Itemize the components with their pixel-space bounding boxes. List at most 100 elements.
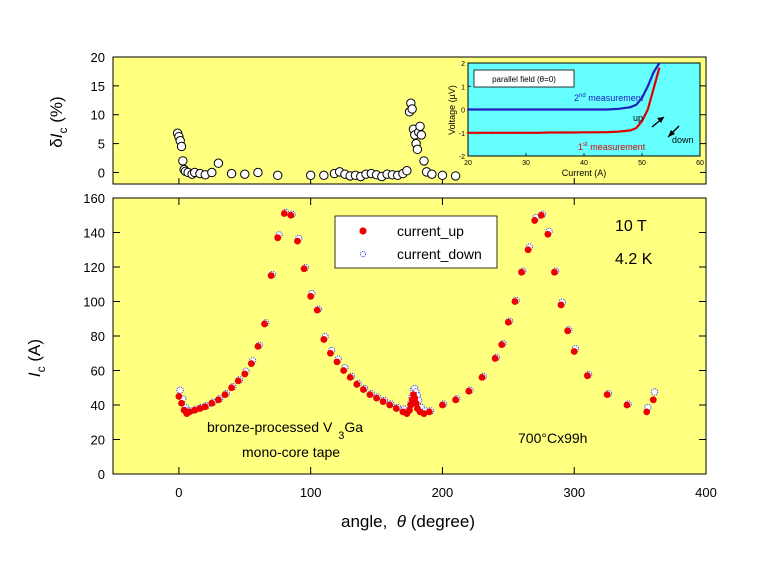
inset-series-point <box>513 131 516 134</box>
top-y-label-subscript: c <box>56 127 70 133</box>
top-y-axis-label: δIc (%) <box>47 96 70 147</box>
inset-series-point <box>559 108 562 111</box>
inset-y-tick-label: 1 <box>461 84 465 91</box>
current-down-point <box>176 386 184 394</box>
current-up-point <box>412 399 420 407</box>
top-data-point <box>240 169 250 179</box>
current-up-point <box>208 399 216 407</box>
inset-down-label: down <box>672 135 694 145</box>
inset-legend-text: parallel field (θ=0) <box>492 75 556 84</box>
y-label-subscript: c <box>34 366 48 372</box>
inset-x-axis-label: Current (A) <box>562 168 607 178</box>
inset-y-tick-label: -1 <box>459 131 465 138</box>
annotation-heat-treatment: 700°Cx99h <box>518 430 587 446</box>
current-up-point <box>333 358 341 366</box>
inset-y-tick-label: -2 <box>459 154 465 161</box>
current-up-point <box>300 265 308 273</box>
inset-ticks: 20 30 40 50 60 -2 -1 0 1 2 <box>459 61 704 167</box>
top-y-label-prefix: δ <box>47 138 66 147</box>
bottom-x-tick-label: 0 <box>175 485 182 500</box>
current-up-point <box>425 408 433 416</box>
annotation-sample-line1: bronze-processed V 3Ga <box>207 419 363 442</box>
top-y-label-symbol: I <box>47 133 66 138</box>
top-data-point <box>305 170 316 181</box>
top-data-point <box>416 130 427 140</box>
current-up-point <box>544 230 552 238</box>
inset-series-point <box>582 108 586 111</box>
inset-series-line <box>468 62 661 111</box>
top-data-point <box>437 170 448 181</box>
current-up-point <box>340 367 348 374</box>
top-data-point <box>412 144 423 155</box>
inset-series-point <box>513 108 516 111</box>
top-data-points <box>172 98 461 182</box>
current-up-point <box>531 217 539 224</box>
top-y-tick-label: 10 <box>91 108 105 123</box>
top-data-point <box>407 104 417 114</box>
current-up-point <box>392 405 400 412</box>
legend-items: current_up current_down <box>359 223 482 262</box>
current-up-point <box>511 298 519 305</box>
inset-series-point <box>606 108 609 111</box>
top-data-point <box>226 168 237 179</box>
inset-legend-box <box>473 69 575 88</box>
bottom-y-tick-label: 0 <box>98 467 105 482</box>
top-y-label-unit: (%) <box>47 96 66 127</box>
bottom-y-tick-label: 80 <box>91 329 105 344</box>
top-data-point <box>207 167 217 178</box>
current-up-point <box>186 408 193 416</box>
bottom-y-axis-label: Ic (A) <box>25 339 48 377</box>
bottom-panel: 0 100 200 300 400 0 20 40 60 80 100 120 140 160 curre… <box>25 191 717 531</box>
current-up-point <box>267 272 275 280</box>
current-up-point <box>373 394 380 402</box>
inset-first-sup: st <box>583 142 588 148</box>
current-up-point <box>280 210 288 217</box>
inset-y-tick-label: 2 <box>461 61 465 68</box>
annotation-sample-v: bronze-processed V <box>207 419 333 435</box>
current-up-point <box>261 320 268 328</box>
legend-current-down-marker <box>359 250 367 258</box>
annotation-temperature: 4.2 K <box>615 251 653 268</box>
inset-second-base: 2 <box>574 93 579 103</box>
annotation-sample-ga: Ga <box>344 419 363 435</box>
current-up-point <box>537 211 545 219</box>
current-up-point <box>504 318 512 326</box>
current-up-point <box>241 370 249 378</box>
current-up-point <box>557 301 565 309</box>
top-data-point <box>273 170 283 181</box>
current-up-point <box>178 399 185 407</box>
current-up-point <box>359 386 367 393</box>
x-label-symbol: θ <box>397 512 407 531</box>
top-y-tick-label: 15 <box>91 79 105 94</box>
x-label-prefix: angle, <box>341 512 397 531</box>
inset-x-tick-label: 30 <box>522 160 530 167</box>
inset-series-point <box>466 131 470 134</box>
inset-up-arrowhead <box>657 117 664 123</box>
bottom-x-axis-label: angle, θ (degree) <box>341 512 475 531</box>
top-data-point <box>402 166 412 176</box>
bottom-x-tick-label: 200 <box>432 485 454 500</box>
bottom-y-tick-label: 140 <box>83 226 105 241</box>
inset-curves <box>466 62 661 134</box>
top-y-tick-label: 0 <box>98 165 105 180</box>
current-up-point <box>294 237 301 245</box>
inset-second-rest: measurement <box>586 93 644 103</box>
current-up-point <box>234 377 242 385</box>
top-y-tick-label: 20 <box>91 50 105 65</box>
bottom-y-tick-label: 160 <box>83 191 105 206</box>
top-data-point <box>427 169 437 179</box>
current-down-point <box>650 388 659 396</box>
current-up-point <box>386 401 394 409</box>
current-up-point <box>201 403 209 411</box>
current-up-point <box>327 349 334 357</box>
top-data-point <box>178 156 188 166</box>
current-up-point <box>478 374 486 381</box>
inset-down-arrowhead <box>668 130 675 137</box>
current-up-point <box>228 384 236 392</box>
legend-current-up-marker <box>359 227 367 235</box>
inset-second-sup: nd <box>579 93 586 99</box>
current-up-point <box>313 306 321 314</box>
inset-second-measurement: 2nd measurement <box>574 93 644 103</box>
top-data-point <box>450 171 461 181</box>
